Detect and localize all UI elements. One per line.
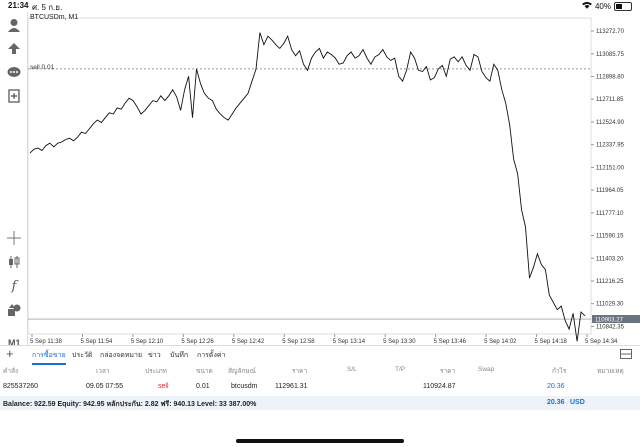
x-tick-label: 5 Sep 14:34 — [585, 339, 618, 345]
order-id: 825537260 — [3, 383, 39, 390]
x-tick-label: 5 Sep 12:26 — [181, 339, 214, 345]
col-symbol: สัญลักษณ์ — [228, 368, 256, 375]
status-bar: 21:34 ศ. 5 ก.ย. 40% — [0, 0, 640, 12]
col-price: ราคา — [440, 368, 456, 375]
col-type: ประเภท — [145, 368, 167, 375]
expand-icon[interactable] — [620, 349, 632, 361]
status-indicators: 40% — [581, 1, 632, 11]
new-document-icon[interactable] — [5, 87, 23, 105]
y-tick-label: 111216.25 — [596, 279, 624, 285]
tab-history[interactable]: ประวัติ — [72, 352, 93, 359]
x-tick-label: 5 Sep 12:42 — [232, 339, 265, 345]
plot-frame — [27, 17, 592, 335]
y-tick-label: 113085.75 — [596, 52, 625, 58]
col-swap: Swap — [478, 366, 495, 373]
objects-icon[interactable] — [5, 301, 23, 319]
tab-settings[interactable]: การตั้งค่า — [197, 352, 226, 359]
timeframe-button[interactable]: M1 — [8, 338, 21, 348]
status-date: ศ. 5 ก.ย. — [32, 3, 63, 12]
col-time: เวลา — [96, 368, 110, 375]
chart-canvas: 113272.70 113085.75 112898.80 112711.85 1125… — [27, 17, 640, 345]
y-tick-label: 111590.15 — [596, 234, 624, 240]
status-time: 21:34 — [8, 1, 29, 10]
total-profit: 20.36 — [547, 399, 565, 406]
order-profit: 20.36 — [547, 383, 565, 390]
x-tick-label: 5 Sep 13:46 — [434, 339, 467, 345]
col-tp: T/P — [395, 366, 406, 373]
tab-trade[interactable]: การซื้อขาย — [32, 350, 66, 365]
y-tick-label: 111029.30 — [596, 302, 624, 308]
x-tick-label: 5 Sep 13:14 — [333, 339, 366, 345]
x-tick-label: 5 Sep 14:02 — [484, 339, 517, 345]
order-type: sell — [158, 383, 169, 390]
add-icon[interactable]: + — [6, 346, 14, 361]
order-open-price: 112961.31 — [275, 383, 308, 390]
y-tick-label: 110842.35 — [596, 324, 625, 330]
balance-summary: Balance: 922.59 Equity: 942.95 หลักประกั… — [3, 401, 257, 408]
y-tick-label: 112898.80 — [596, 74, 625, 80]
balance-bar: Balance: 922.59 Equity: 942.95 หลักประกั… — [0, 396, 640, 410]
chart-symbol: BTCUSDm, M1 — [30, 14, 79, 21]
y-tick-label: 113272.70 — [596, 29, 625, 35]
y-tick-label: 112711.85 — [596, 97, 624, 103]
left-toolbar: f M1 — [0, 12, 27, 348]
col-size: ขนาด — [196, 368, 213, 375]
col-sl: S/L — [347, 366, 357, 373]
bid-price-box — [592, 315, 640, 324]
col-comment: หมายเหตุ — [597, 368, 624, 375]
price-line — [29, 32, 586, 342]
trade-icon[interactable] — [5, 40, 23, 58]
tab-journal[interactable]: บันทึก — [170, 352, 189, 359]
x-tick-label: 5 Sep 11:54 — [80, 339, 113, 345]
battery-icon — [614, 1, 632, 11]
col-order: คำสั่ง — [3, 368, 19, 375]
y-tick-label: 112151.00 — [596, 165, 625, 171]
order-time: 09.05 07:55 — [86, 383, 123, 390]
candlestick-icon[interactable] — [5, 253, 23, 271]
account-icon[interactable] — [5, 16, 23, 34]
y-tick-label: 112524.90 — [596, 120, 625, 126]
order-line-label[interactable]: sell 0.01 — [30, 64, 55, 71]
wifi-icon — [581, 1, 592, 11]
x-tick-label: 5 Sep 12:58 — [282, 339, 315, 345]
battery-level — [616, 3, 622, 9]
currency: USD — [570, 399, 585, 406]
tab-news[interactable]: ข่าว — [148, 352, 161, 359]
order-current-price: 110924.87 — [423, 383, 456, 390]
x-tick-label: 5 Sep 14:18 — [535, 339, 568, 345]
toolbox-tabs: + การซื้อขาย ประวัติ กล่องจดหมาย ข่าว บั… — [0, 345, 640, 365]
col-profit: กำไร — [552, 368, 567, 375]
x-tick-label: 5 Sep 13:30 — [383, 339, 416, 345]
battery-percent: 40% — [594, 1, 611, 11]
order-size: 0.01 — [196, 383, 210, 390]
y-tick-label: 111403.20 — [596, 256, 624, 262]
price-chart[interactable]: 113272.70 113085.75 112898.80 112711.85 1125… — [27, 12, 640, 345]
tab-mailbox[interactable]: กล่องจดหมาย — [100, 352, 143, 359]
y-tick-label: 111964.05 — [596, 188, 624, 194]
bid-price-label: 110903.27 — [595, 318, 624, 324]
y-tick-label: 112337.95 — [596, 143, 625, 149]
chat-icon[interactable] — [5, 64, 23, 82]
x-tick-label: 5 Sep 11:38 — [30, 339, 63, 345]
crosshair-icon[interactable] — [5, 229, 23, 247]
x-tick-label: 5 Sep 12:10 — [131, 339, 164, 345]
indicators-icon[interactable]: f — [11, 278, 17, 294]
y-tick-label: 111777.10 — [596, 211, 624, 217]
col-open-price: ราคา — [292, 368, 308, 375]
order-symbol: btcusdm — [231, 383, 258, 390]
home-indicator[interactable] — [236, 439, 404, 443]
